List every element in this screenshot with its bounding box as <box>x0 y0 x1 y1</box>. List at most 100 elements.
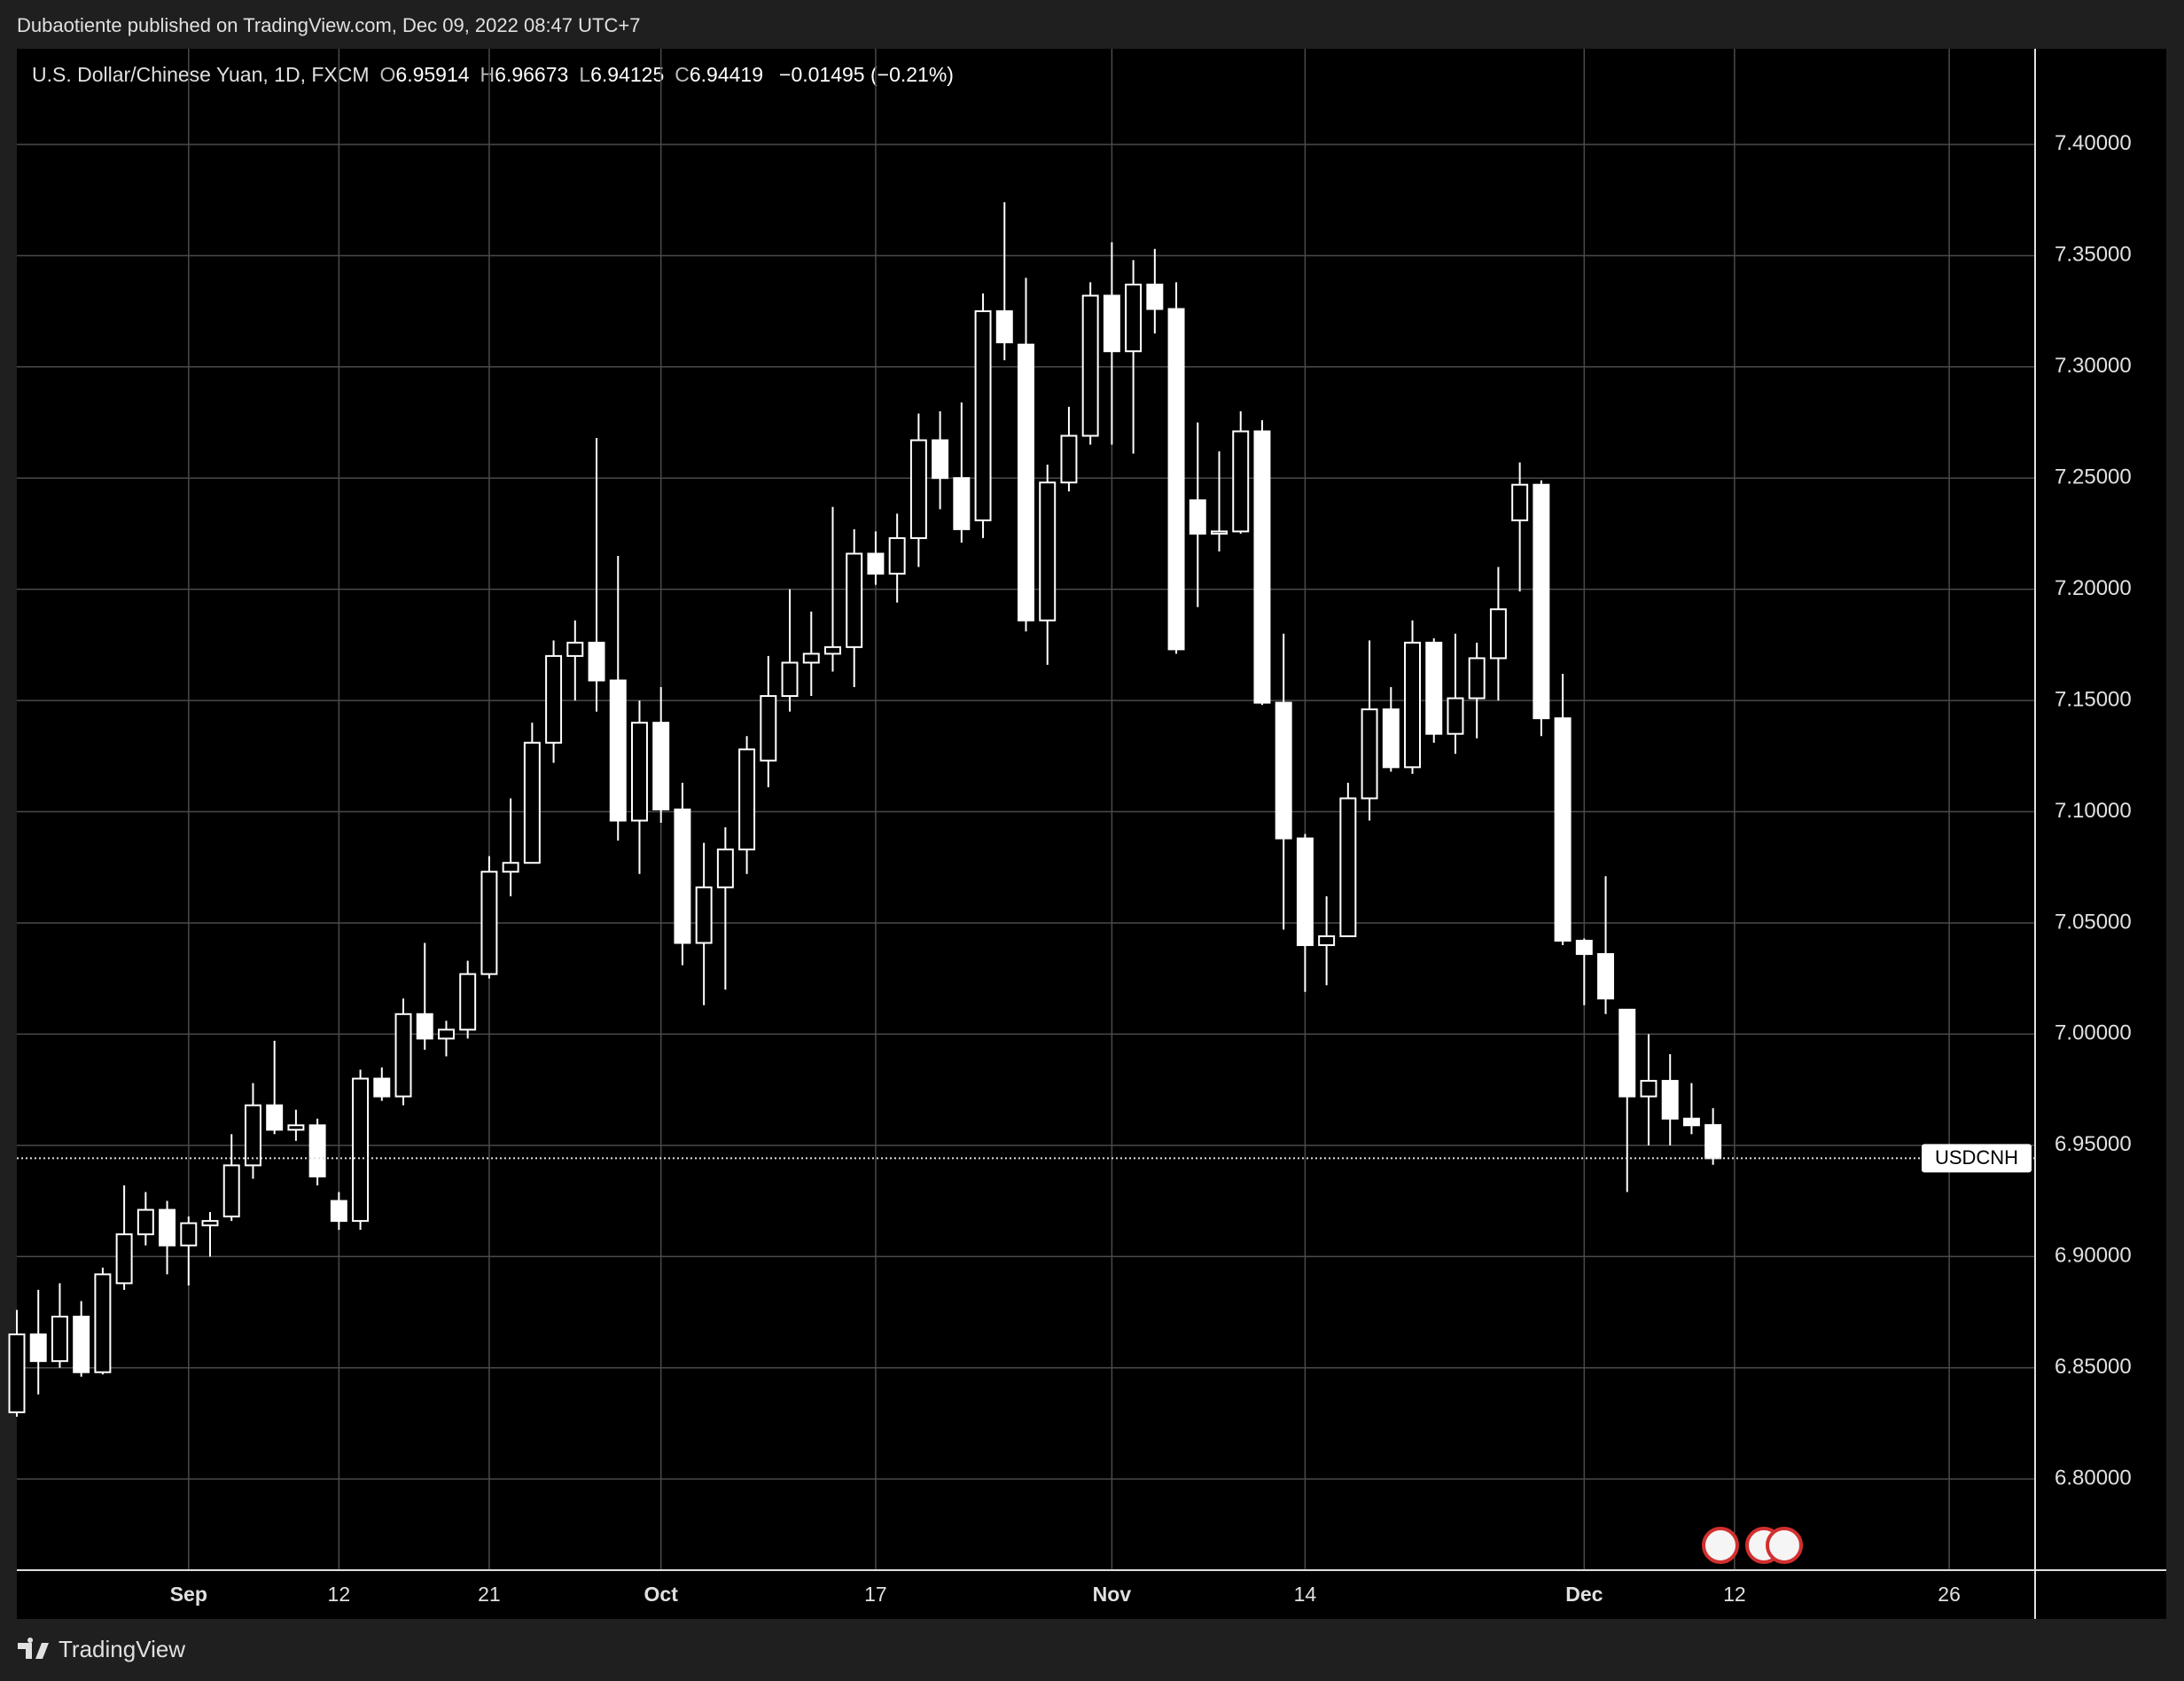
candle-body <box>932 439 949 480</box>
y-tick-label: 7.10000 <box>2055 799 2132 823</box>
candle-body <box>94 1273 112 1373</box>
candle-body <box>1318 935 1336 947</box>
candle-body <box>716 848 734 888</box>
legend-o: O <box>380 63 396 86</box>
candle-body <box>1060 434 1078 484</box>
candle-body <box>1597 953 1615 1000</box>
candle-body <box>480 871 498 975</box>
event-flag[interactable] <box>1702 1527 1739 1564</box>
candle-body <box>1103 294 1120 353</box>
candle-body <box>1425 641 1443 735</box>
candle-body <box>308 1124 326 1177</box>
candle-body <box>566 641 584 657</box>
x-tick-label: 12 <box>1723 1583 1746 1606</box>
candle-body <box>136 1208 154 1236</box>
candle-body <box>1189 499 1206 535</box>
y-tick-label: 7.35000 <box>2055 243 2132 267</box>
y-tick-label: 7.40000 <box>2055 131 2132 155</box>
candle-body <box>1640 1080 1658 1098</box>
candle-body <box>201 1220 219 1227</box>
candle-body <box>760 695 777 762</box>
candle-body <box>1533 483 1550 720</box>
legend-close: 6.94419 <box>690 63 763 86</box>
candle-body <box>846 552 863 648</box>
x-tick-label: 12 <box>328 1583 351 1606</box>
candle-body <box>73 1316 90 1373</box>
publish-note: Dubaotiente published on TradingView.com… <box>17 14 640 36</box>
candle-body <box>1575 940 1593 956</box>
candle-body <box>1489 608 1507 660</box>
candle-body <box>159 1208 176 1247</box>
candle-body <box>1682 1117 1700 1127</box>
candle-body <box>674 809 691 944</box>
legend-change: −0.01495 (−0.21%) <box>779 63 954 86</box>
candle-body <box>588 641 605 682</box>
candle-body <box>287 1124 305 1131</box>
candle-body <box>115 1233 133 1285</box>
y-tick-label: 7.05000 <box>2055 910 2132 934</box>
candle-body <box>824 645 841 655</box>
candle-body <box>1511 483 1529 521</box>
legend-low: 6.94125 <box>590 63 664 86</box>
candle-body <box>1447 697 1464 735</box>
candle-body <box>1361 708 1378 800</box>
candle-body <box>51 1316 68 1363</box>
y-tick-label: 6.85000 <box>2055 1355 2132 1379</box>
candle-body <box>1296 837 1314 947</box>
y-tick-label: 6.95000 <box>2055 1132 2132 1156</box>
x-tick-label: Oct <box>644 1583 679 1606</box>
event-flags[interactable] <box>1702 1527 1803 1564</box>
y-tick-label: 6.90000 <box>2055 1244 2132 1268</box>
candle-body <box>502 862 519 873</box>
candle-body <box>909 439 927 539</box>
candle-body <box>523 741 541 864</box>
logo-mark <box>18 1638 49 1659</box>
candle-body <box>373 1077 391 1098</box>
legend-high: 6.96673 <box>495 63 568 86</box>
legend-title: U.S. Dollar/Chinese Yuan, 1D, FXCM <box>32 63 370 86</box>
y-tick-label: 7.20000 <box>2055 576 2132 600</box>
candle-body <box>631 722 648 822</box>
y-tick-label: 7.15000 <box>2055 687 2132 711</box>
candle-body <box>352 1077 370 1223</box>
candle-body <box>1404 641 1421 769</box>
candle-body <box>995 310 1013 344</box>
candle-body <box>1211 530 1228 535</box>
candle-body <box>244 1104 261 1167</box>
candle-body <box>1039 481 1057 622</box>
candle-body <box>1232 430 1250 533</box>
candle-body <box>1146 283 1164 310</box>
candle-body <box>1618 1008 1636 1098</box>
y-tick-label: 7.00000 <box>2055 1021 2132 1045</box>
legend-c: C <box>675 63 690 86</box>
candle-body <box>867 552 885 575</box>
x-tick-label: 21 <box>478 1583 501 1606</box>
candle-body <box>1554 717 1572 942</box>
event-flag[interactable] <box>1766 1527 1803 1564</box>
x-tick-label: 26 <box>1938 1583 1961 1606</box>
candle-body <box>652 722 670 810</box>
candle-body <box>330 1200 347 1223</box>
y-tick-label: 7.30000 <box>2055 354 2132 378</box>
candle-body <box>738 748 756 851</box>
y-tick-label: 7.25000 <box>2055 465 2132 489</box>
candle-body <box>953 477 971 530</box>
candle-body <box>1382 708 1400 769</box>
x-tick-label: Sep <box>170 1583 207 1606</box>
candle-body <box>1704 1123 1722 1160</box>
symbol-label-box <box>1922 1144 2032 1173</box>
legend: U.S. Dollar/Chinese Yuan, 1D, FXCM O6.959… <box>32 63 954 86</box>
y-tick-label: 6.80000 <box>2055 1466 2132 1489</box>
symbol-label: USDCNH <box>1935 1146 2018 1169</box>
brand-logo <box>18 1638 49 1659</box>
candle-body <box>1275 701 1292 840</box>
candle-body <box>974 310 992 521</box>
candle-body <box>1339 797 1357 937</box>
candle-body <box>1018 343 1034 622</box>
candle-body <box>1125 283 1143 353</box>
candle-body <box>8 1333 26 1413</box>
x-tick-label: 17 <box>864 1583 887 1606</box>
candle-body <box>459 973 477 1031</box>
candle-body <box>888 536 906 575</box>
